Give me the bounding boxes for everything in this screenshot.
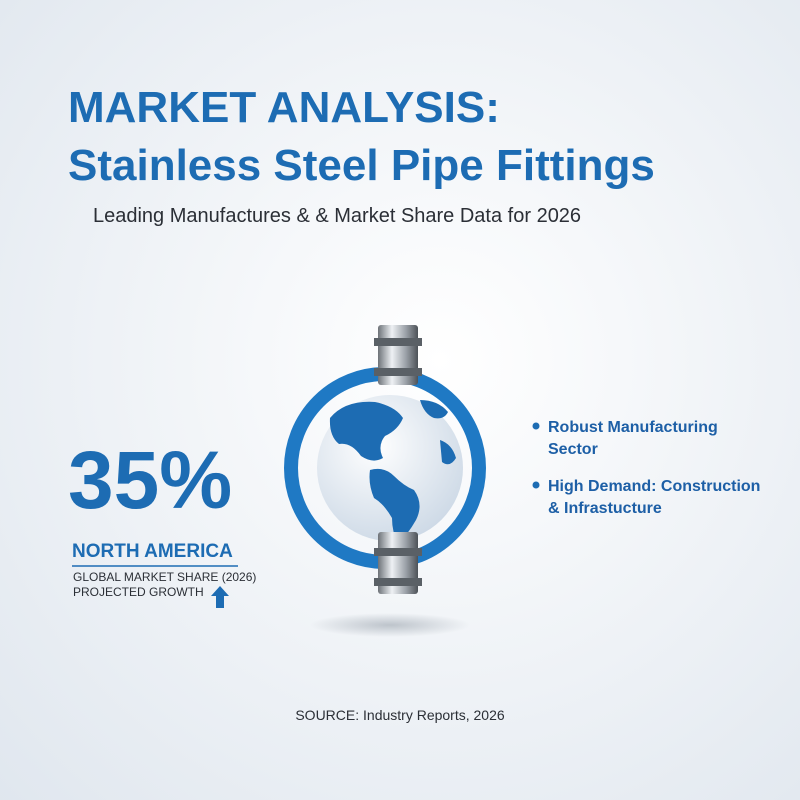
globe-graphic bbox=[284, 325, 486, 637]
subtitle: Leading Manufactures & & Market Share Da… bbox=[93, 205, 581, 227]
title: MARKET ANALYSIS: bbox=[68, 83, 500, 132]
caption: GLOBAL MARKET SHARE (2026) bbox=[73, 570, 256, 584]
bullet-text: & Infrastucture bbox=[548, 500, 662, 517]
bullet-dot bbox=[532, 481, 540, 489]
bullet-text: Robust Manufacturing bbox=[548, 419, 718, 436]
title: Stainless Steel Pipe Fittings bbox=[68, 141, 655, 190]
source: SOURCE: Industry Reports, 2026 bbox=[295, 707, 505, 723]
caption: PROJECTED GROWTH bbox=[73, 585, 204, 599]
stat-value: 35% bbox=[68, 435, 232, 526]
bullet-text: High Demand: Construction bbox=[548, 478, 760, 495]
bullet-text: Sector bbox=[548, 441, 598, 458]
bullet-dot bbox=[532, 422, 540, 430]
region-label: NORTH AMERICA bbox=[72, 541, 233, 562]
up-arrow bbox=[211, 586, 229, 608]
